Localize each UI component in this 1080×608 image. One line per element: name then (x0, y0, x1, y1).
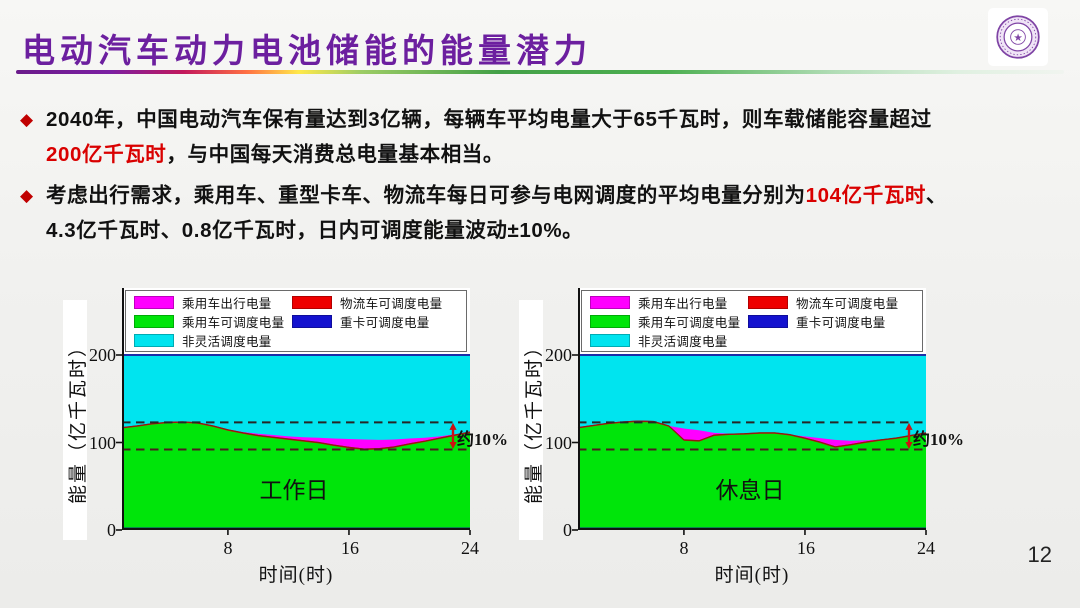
bullet-item-1: ◆ 考虑出行需求，乘用车、重型卡车、物流车每日可参与电网调度的平均电量分别为104… (20, 178, 1036, 248)
svg-text:★: ★ (1013, 33, 1022, 44)
legend-swatch (748, 314, 788, 328)
legend-item-heavy_truck_dispatchable: 重卡可调度电量 (292, 313, 462, 330)
chart-inner-label: 工作日 (260, 477, 329, 503)
x-tick-24: 24 (461, 538, 479, 558)
legend-item-passenger_travel: 乘用车出行电量 (590, 294, 748, 311)
workday-chart: 能量（亿千瓦时） 200 100 0 乘用车出行电量 物流车可调度电量 乘用车可调度… (63, 288, 508, 586)
y-tick-0: 0 (107, 520, 116, 540)
legend-item-inflexible: 非灵活调度电量 (590, 332, 748, 349)
x-axis-label: 时间(时) (714, 565, 790, 586)
fluctuation-annotation: 约10% (457, 430, 508, 449)
y-tick-100: 100 (89, 433, 116, 453)
y-axis-label: 能量（亿千瓦时） (519, 300, 545, 540)
x-axis-label: 时间(时) (258, 565, 334, 586)
legend-swatch (292, 295, 332, 309)
legend-item-logistics_dispatchable: 物流车可调度电量 (748, 294, 918, 311)
diamond-bullet-icon: ◆ (20, 110, 34, 129)
bullet-text-line: 200亿千瓦时，与中国每天消费总电量基本相当。 (46, 143, 505, 166)
chart-legend: 乘用车出行电量 物流车可调度电量 乘用车可调度电量 重卡可调度电量 非灵活调度电量 (581, 290, 923, 352)
legend-item-logistics_dispatchable: 物流车可调度电量 (292, 294, 462, 311)
x-tick-16: 16 (797, 538, 815, 558)
legend-item-passenger_travel: 乘用车出行电量 (134, 294, 292, 311)
y-tick-200: 200 (545, 345, 572, 365)
x-tick-8: 8 (223, 538, 233, 558)
fluctuation-arrow (449, 422, 457, 449)
slide-title: 电动汽车动力电池储能的能量潜力 (22, 32, 592, 69)
restday-chart: 能量（亿千瓦时） 200 100 0 乘用车出行电量 物流车可调度电量 乘用车可调度… (519, 288, 964, 586)
page-number: 12 (1027, 542, 1052, 567)
x-tick-8: 8 (679, 538, 689, 558)
x-tick-16: 16 (341, 538, 359, 558)
legend-swatch (590, 314, 630, 328)
diamond-bullet-icon: ◆ (20, 186, 34, 205)
legend-swatch (292, 314, 332, 328)
x-tick-24: 24 (917, 538, 935, 558)
tsinghua-seal-icon: ★ (996, 15, 1040, 59)
chart-inner-label: 休息日 (716, 477, 785, 503)
legend-item-inflexible: 非灵活调度电量 (134, 332, 292, 349)
legend-swatch (590, 333, 630, 347)
legend-swatch (134, 295, 174, 309)
fluctuation-annotation: 约10% (913, 430, 964, 449)
legend-item-passenger_dispatchable: 乘用车可调度电量 (134, 313, 292, 330)
y-axis-label: 能量（亿千瓦时） (63, 300, 89, 540)
chart-legend: 乘用车出行电量 物流车可调度电量 乘用车可调度电量 重卡可调度电量 非灵活调度电量 (125, 290, 467, 352)
y-tick-100: 100 (545, 433, 572, 453)
legend-item-passenger_dispatchable: 乘用车可调度电量 (590, 313, 748, 330)
y-tick-200: 200 (89, 345, 116, 365)
legend-swatch (748, 295, 788, 309)
title-gradient-rule (16, 70, 1064, 74)
logistics-edge-line (577, 420, 927, 448)
legend-swatch (134, 333, 174, 347)
bullet-list: ◆ 2040年，中国电动汽车保有量达到3亿辆，每辆车平均电量大于65千瓦时，则车载… (20, 102, 1036, 254)
bullet-text-line: 2040年，中国电动汽车保有量达到3亿辆，每辆车平均电量大于65千瓦时，则车载储… (46, 108, 932, 131)
bullet-item-0: ◆ 2040年，中国电动汽车保有量达到3亿辆，每辆车平均电量大于65千瓦时，则车载… (20, 102, 1036, 172)
fluctuation-arrow (905, 422, 913, 449)
legend-swatch (590, 295, 630, 309)
bullet-text-line: 考虑出行需求，乘用车、重型卡车、物流车每日可参与电网调度的平均电量分别为104亿… (46, 184, 948, 207)
legend-swatch (134, 314, 174, 328)
bullet-text-line: 4.3亿千瓦时、0.8亿千瓦时，日内可调度能量波动±10%。 (46, 219, 584, 242)
university-logo: ★ (988, 8, 1048, 66)
legend-item-heavy_truck_dispatchable: 重卡可调度电量 (748, 313, 918, 330)
y-tick-0: 0 (563, 520, 572, 540)
